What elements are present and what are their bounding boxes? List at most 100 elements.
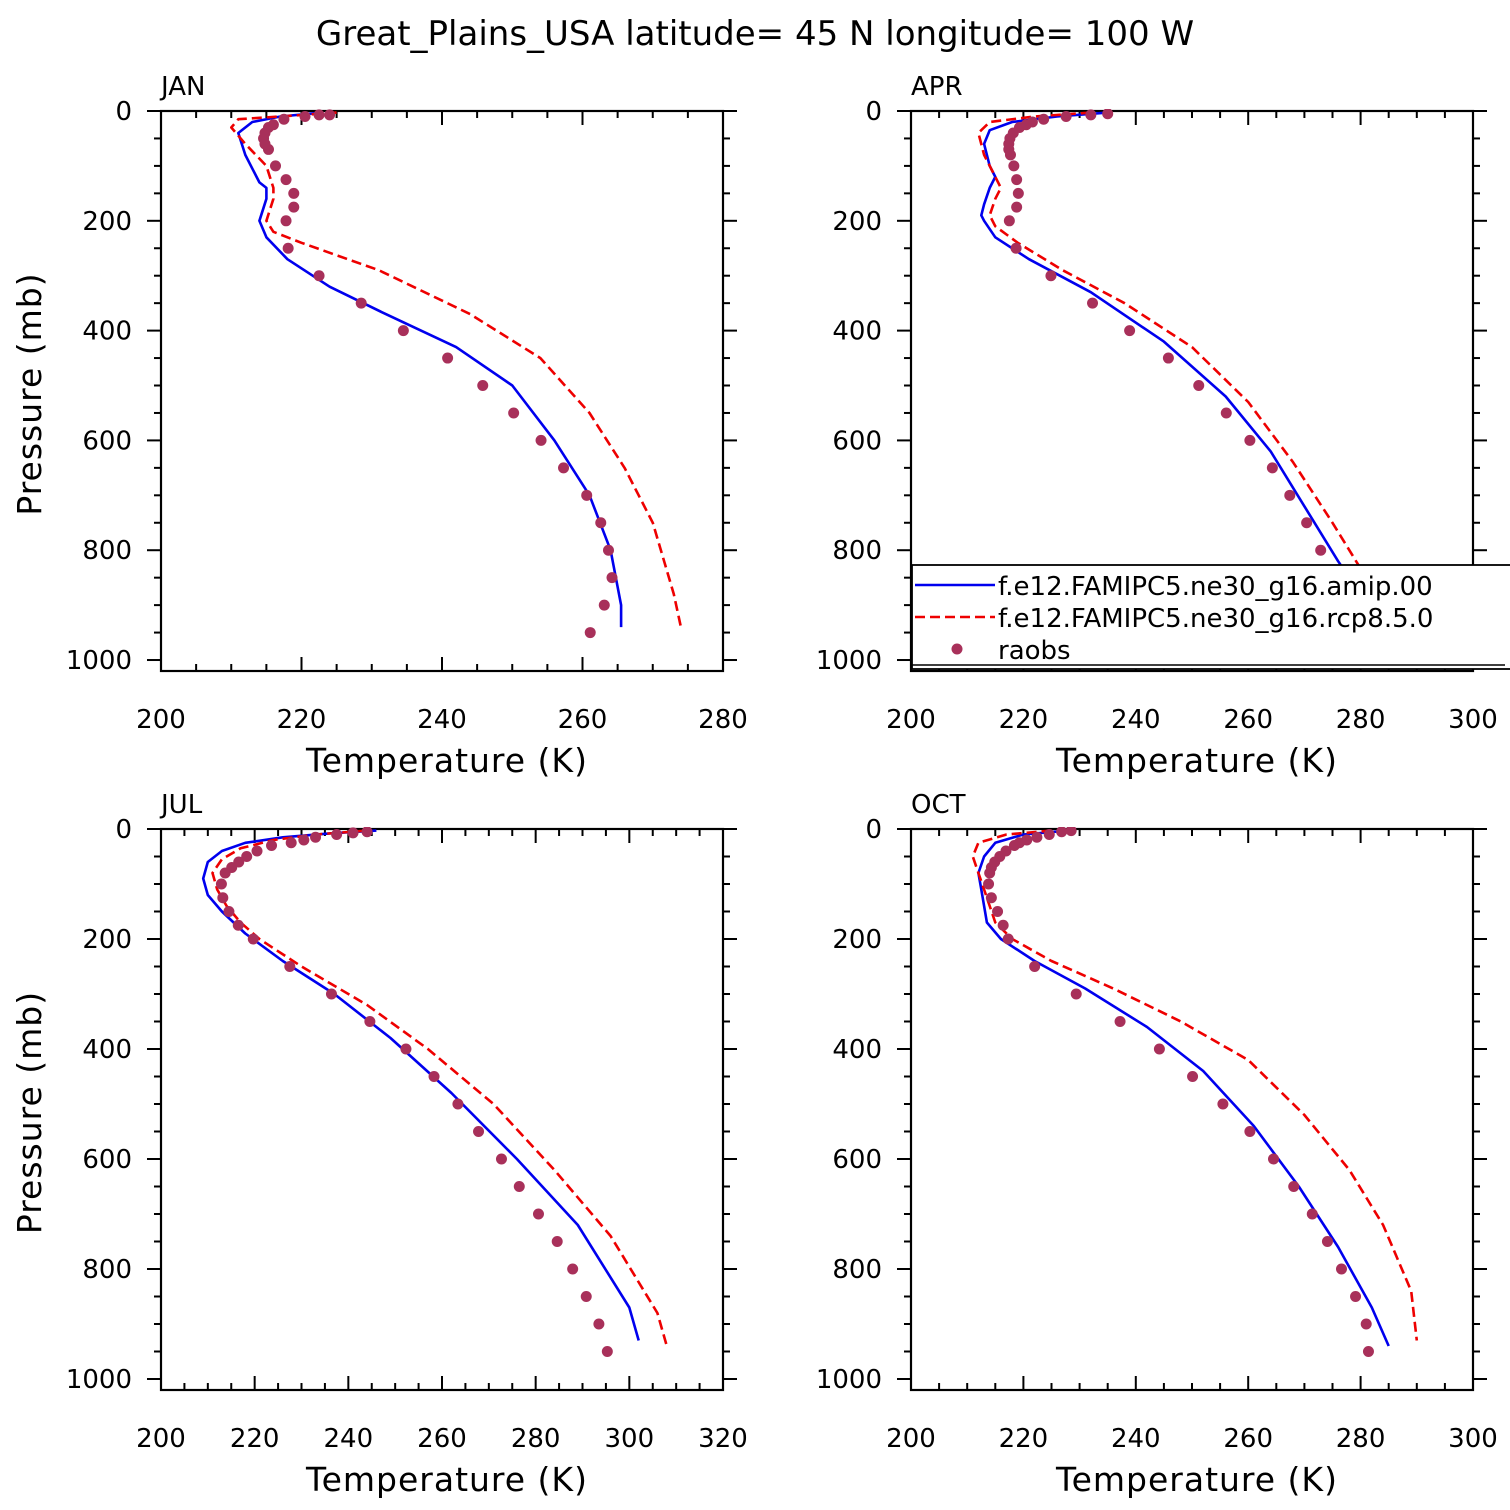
raobs-point [325, 988, 337, 1000]
x-tick-label: 280 [1336, 1424, 1386, 1454]
y-tick-label: 800 [82, 536, 132, 566]
raobs-point [1193, 380, 1205, 392]
x-tick-label: 300 [1448, 1424, 1498, 1454]
raobs-point [1284, 489, 1296, 501]
raobs-point [1266, 462, 1278, 474]
raobs-point [985, 892, 997, 904]
raobs-point [223, 906, 235, 917]
raobs-point [1038, 113, 1050, 125]
y-tick-label: 0 [115, 97, 132, 127]
raobs-point [1056, 827, 1068, 838]
raobs-point [284, 961, 296, 972]
y-tick-label: 400 [832, 317, 882, 347]
raobs-point [217, 892, 229, 904]
raobs-point [282, 242, 294, 254]
raobs-point [1360, 1318, 1372, 1330]
raobs-point [513, 1181, 525, 1192]
raobs-point [280, 215, 292, 227]
y-axis-label: Pressure (mb) [10, 991, 49, 1234]
raobs-point [270, 160, 282, 172]
raobs-point [1011, 174, 1023, 186]
raobs-point [313, 109, 325, 121]
raobs-point [1045, 270, 1057, 282]
raobs-point [1004, 149, 1016, 161]
raobs-point [593, 1318, 605, 1330]
x-tick-label: 200 [136, 1424, 186, 1454]
x-tick-label: 260 [1223, 705, 1273, 735]
y-tick-label: 0 [865, 815, 882, 845]
x-tick-label: 280 [698, 705, 748, 735]
raobs-point [1306, 1208, 1318, 1220]
y-tick-label: 1000 [66, 1365, 132, 1395]
x-tick-label: 260 [1223, 1424, 1273, 1454]
raobs-point [532, 1208, 544, 1220]
raobs-point [1087, 297, 1099, 309]
raobs-point [288, 187, 300, 199]
y-tick-label: 200 [82, 207, 132, 237]
panel-label: OCT [911, 790, 966, 820]
raobs-point [1114, 1016, 1126, 1027]
raobs-point [1031, 831, 1043, 843]
y-tick-label: 600 [832, 1145, 882, 1175]
panel-label: APR [911, 72, 963, 102]
raobs-point [251, 845, 263, 857]
plot-area [230, 109, 683, 639]
raobs-point [285, 837, 297, 849]
raobs-point [1043, 829, 1055, 840]
x-tick-label: 260 [558, 705, 608, 735]
y-tick-label: 400 [82, 1035, 132, 1065]
raobs-point [595, 517, 607, 529]
raobs-point [1335, 1263, 1347, 1275]
y-tick-label: 800 [832, 1255, 882, 1285]
raobs-point [364, 1016, 376, 1027]
x-tick-label: 220 [999, 705, 1049, 735]
panel-apr: APR 200 220 240 260 280 300 0 200 400 600 800 1000 Te… [816, 72, 1498, 780]
x-tick-label: 240 [1111, 705, 1161, 735]
y-tick-label: 800 [82, 1255, 132, 1285]
raobs-point [584, 627, 596, 639]
raobs-point [495, 1153, 507, 1165]
figure-title: Great_Plains_USA latitude= 45 N longitud… [316, 14, 1194, 54]
raobs-point [551, 1236, 563, 1247]
raobs-point [1008, 840, 1020, 851]
raobs-point [331, 829, 343, 840]
raobs-point [347, 827, 359, 839]
raobs-point [1162, 352, 1174, 364]
plot-frame [159, 109, 725, 673]
raobs-point [1267, 1153, 1279, 1165]
raobs-point [262, 143, 274, 155]
y-tick-label: 0 [865, 97, 882, 127]
amip-line [979, 111, 1385, 628]
raobs-point [1288, 1181, 1300, 1192]
raobs-point [280, 174, 292, 186]
panel-label: JAN [159, 72, 205, 102]
x-tick-label: 220 [999, 1424, 1049, 1454]
rcp85-line [971, 829, 1419, 1341]
raobs-point [310, 831, 322, 843]
raobs-point [1102, 109, 1114, 120]
raobs-point [442, 352, 454, 364]
rcp85-line [230, 111, 683, 628]
y-tick-label: 600 [832, 426, 882, 456]
x-tick-label: 320 [698, 1424, 748, 1454]
raobs-point [1002, 933, 1014, 945]
raobs-point [247, 933, 259, 945]
raobs-point [601, 1346, 613, 1357]
y-tick-label: 600 [82, 426, 132, 456]
legend-marker [951, 643, 963, 655]
rcp85-line [211, 829, 669, 1347]
raobs-point [1220, 407, 1232, 419]
raobs-point [215, 878, 227, 890]
raobs-point [477, 380, 489, 392]
raobs-point [1008, 160, 1020, 172]
raobs-point [299, 110, 311, 122]
plot-frame [159, 827, 725, 1392]
raobs-point [598, 599, 610, 611]
raobs-point [580, 1291, 592, 1302]
raobs-point [581, 489, 593, 501]
plot-area [977, 109, 1402, 639]
raobs-point [397, 325, 409, 337]
amip-line [977, 829, 1390, 1347]
raobs-point [1321, 1236, 1333, 1247]
